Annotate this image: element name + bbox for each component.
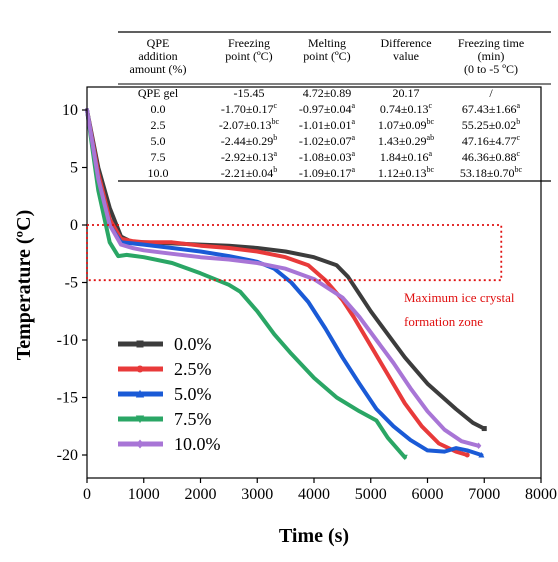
ice-crystal-zone-box xyxy=(86,224,503,282)
table-cell: -1.09±0.17a xyxy=(299,165,356,180)
legend-marker xyxy=(135,415,145,424)
x-tick-label: 0 xyxy=(83,486,91,503)
y-axis-title: Temperature (ºC) xyxy=(13,210,35,360)
series-end-marker xyxy=(481,426,487,432)
table-cell: QPE gel xyxy=(138,86,179,100)
table-header-cell: Melting xyxy=(308,36,346,50)
legend-marker xyxy=(136,340,144,348)
table-cell: 0.0 xyxy=(151,102,166,116)
table-cell: -2.92±0.13a xyxy=(221,149,278,164)
table-cell: 0.74±0.13c xyxy=(380,101,433,116)
y-tick-label: -20 xyxy=(57,447,78,464)
table-cell: 55.25±0.02b xyxy=(462,117,521,132)
table-cell: 7.5 xyxy=(151,150,166,164)
table-header-cell: QPE xyxy=(147,36,170,50)
legend-label: 7.5% xyxy=(174,409,212,429)
series-end-marker xyxy=(475,442,482,450)
table-cell: 67.43±1.66a xyxy=(462,101,521,116)
legend-marker xyxy=(136,439,144,449)
table-header-cell: Difference xyxy=(380,36,431,50)
table-cell: -1.08±0.03a xyxy=(299,149,356,164)
table-cell: -15.45 xyxy=(234,86,265,100)
table-cell: 2.5 xyxy=(151,118,166,132)
table-cell: 10.0 xyxy=(148,166,169,180)
x-tick-label: 5000 xyxy=(355,486,387,503)
table-header-cell: amount (%) xyxy=(130,62,187,76)
legend-item: 2.5% xyxy=(118,359,212,379)
table-cell: -2.21±0.04b xyxy=(221,165,278,180)
legend-label: 0.0% xyxy=(174,334,212,354)
series-5.0% xyxy=(85,108,485,458)
y-tick-label: 10 xyxy=(62,102,78,119)
series-line xyxy=(85,108,470,457)
table-header-cell: point (ºC) xyxy=(303,49,350,63)
table-cell: 1.07±0.09bc xyxy=(378,117,435,132)
x-tick-label: 8000 xyxy=(525,486,557,503)
series-7.5% xyxy=(85,108,408,461)
y-tick-label: -5 xyxy=(65,275,78,292)
legend-marker xyxy=(135,389,145,398)
legend-item: 0.0% xyxy=(118,334,212,354)
series-end-marker xyxy=(478,452,485,458)
table-cell: / xyxy=(489,86,493,100)
table-header-cell: (min) xyxy=(478,49,505,63)
table-header-cell: Freezing xyxy=(228,36,270,50)
plot-series xyxy=(85,108,487,461)
table-header-cell: (0 to -5 ºC) xyxy=(464,62,518,76)
series-end-marker xyxy=(401,454,408,461)
table-cell: -1.02±0.07a xyxy=(299,133,356,148)
table-cell: -2.07±0.13bc xyxy=(219,117,280,132)
legend-item: 5.0% xyxy=(118,384,212,404)
y-tick-label: 0 xyxy=(70,217,78,234)
series-line xyxy=(85,108,407,460)
x-tick-label: 1000 xyxy=(128,486,160,503)
table-header-cell: value xyxy=(393,49,419,63)
legend: 0.0% 2.5% 5.0% 7.5% 10.0% xyxy=(118,334,221,454)
x-tick-label: 4000 xyxy=(298,486,330,503)
annotation-text-line: Maximum ice crystal xyxy=(404,290,515,305)
table-cell: 1.12±0.13bc xyxy=(378,165,435,180)
x-axis-title: Time (s) xyxy=(279,525,349,547)
series-2.5% xyxy=(85,108,470,458)
legend-label: 2.5% xyxy=(174,359,212,379)
series-line xyxy=(85,108,481,448)
annotation-text-line: formation zone xyxy=(404,314,483,329)
table-cell: -1.01±0.01a xyxy=(299,117,356,132)
table-cell: -0.97±0.04a xyxy=(299,101,356,116)
x-tick-label: 6000 xyxy=(412,486,444,503)
table-cell: 46.36±0.88c xyxy=(462,149,521,164)
y-tick-label: -10 xyxy=(57,332,78,349)
ice-crystal-zone-annotation: Maximum ice crystal formation zone xyxy=(86,224,515,329)
legend-label: 10.0% xyxy=(174,434,221,454)
x-tick-label: 3000 xyxy=(241,486,273,503)
x-tick-label: 2000 xyxy=(185,486,217,503)
series-end-marker xyxy=(464,452,470,458)
legend-label: 5.0% xyxy=(174,384,212,404)
y-tick-label: -15 xyxy=(57,390,78,407)
legend-item: 7.5% xyxy=(118,409,212,429)
table-cell: 20.17 xyxy=(393,86,420,100)
table-cell: 47.16±4.77c xyxy=(462,133,521,148)
table-cell: -1.70±0.17c xyxy=(221,101,278,116)
legend-item: 10.0% xyxy=(118,434,221,454)
table-cell: 5.0 xyxy=(151,134,166,148)
table-cell: 1.43±0.29ab xyxy=(378,133,434,148)
table-cell: 4.72±0.89 xyxy=(303,86,352,100)
table-cell: 53.18±0.70bc xyxy=(460,165,523,180)
table-header-cell: Freezing time xyxy=(458,36,524,50)
axes: 0 1000 2000 3000 4000 5000 6000 7000 8000 10 5 0 -5 -… xyxy=(57,102,557,503)
table-header-cell: point (ºC) xyxy=(225,49,272,63)
table-header-cell: addition xyxy=(138,49,177,63)
x-tick-label: 7000 xyxy=(468,486,500,503)
table-cell: -2.44±0.29b xyxy=(221,133,278,148)
table-cell: 1.84±0.16a xyxy=(380,149,433,164)
legend-marker xyxy=(136,365,144,373)
series-line xyxy=(85,108,484,457)
series-10.0% xyxy=(85,108,482,450)
y-tick-label: 5 xyxy=(70,160,78,177)
